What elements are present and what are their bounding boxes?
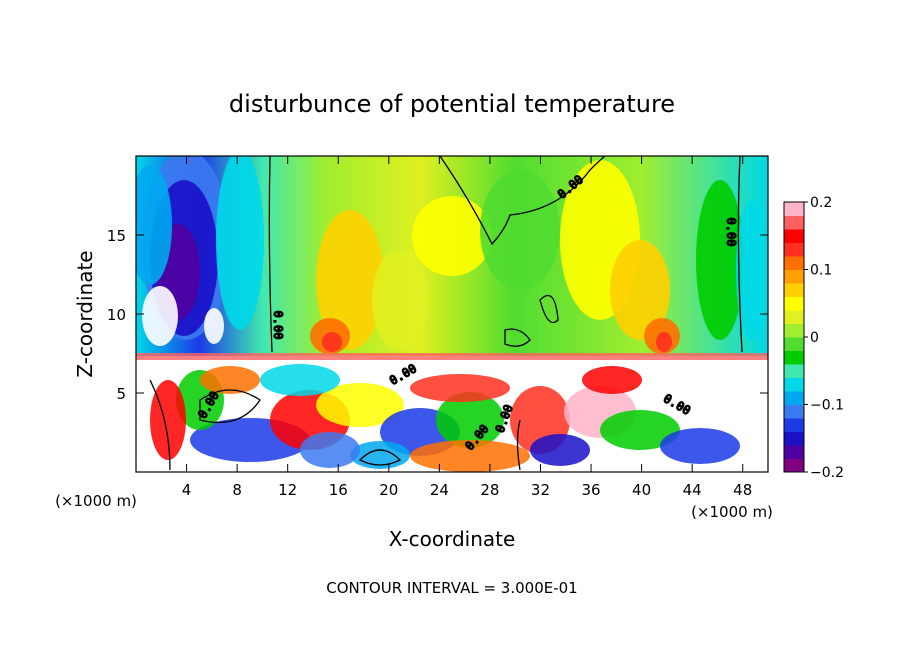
- contour-line: [539, 294, 559, 324]
- x-axis-label: X-coordinate: [389, 527, 516, 551]
- contour-line: [504, 328, 531, 347]
- colorbar-swatch: [784, 445, 804, 459]
- field-blob: [436, 392, 504, 448]
- field-blob: [480, 170, 560, 290]
- colorbar-swatch: [784, 296, 804, 311]
- x-tick-label: 28: [480, 481, 499, 499]
- contour-line: [149, 379, 171, 471]
- x-tick-label: 40: [632, 481, 651, 499]
- y-tick-label: 15: [107, 227, 126, 245]
- field-blob: [610, 240, 670, 340]
- x-tick-label: 16: [329, 481, 348, 499]
- field-blob: [300, 432, 360, 468]
- field-blob: [656, 332, 672, 352]
- colorbar-swatch: [784, 458, 804, 473]
- colorbar-swatch: [784, 377, 804, 392]
- field-blob: [530, 434, 590, 466]
- x-tick-label: 12: [278, 481, 297, 499]
- field-blob: [142, 286, 178, 346]
- colorbar: 0.2 0.1 0 −0.1 −0.2: [783, 195, 844, 481]
- contour-line: [439, 156, 606, 246]
- colorbar-swatch: [784, 391, 804, 405]
- field-blob: [600, 410, 680, 450]
- x-unit-label-right: (×1000 m): [691, 503, 773, 521]
- x-tick-label: 24: [430, 481, 449, 499]
- contour-interval-footer: CONTOUR INTERVAL = 3.000E-01: [326, 579, 577, 597]
- colorbar-swatch: [784, 431, 804, 446]
- y-tick-label: 5: [116, 385, 126, 403]
- x-tick-label: 4: [182, 481, 192, 499]
- field-blob: [200, 366, 260, 394]
- field-blob: [316, 383, 404, 427]
- field-blob: [410, 374, 510, 402]
- field-blob: [204, 308, 224, 344]
- field-blob: [322, 332, 342, 352]
- colorbar-swatch: [784, 229, 804, 243]
- field-blob: [216, 156, 264, 330]
- colorbar-swatch: [784, 323, 804, 338]
- field-blob: [696, 180, 744, 340]
- contour-label: 0.00: [271, 311, 285, 340]
- colorbar-tick-label: −0.2: [810, 465, 844, 481]
- colorbar-swatch: [784, 337, 804, 351]
- contour-line: [199, 389, 261, 424]
- field-blob: [412, 196, 492, 276]
- colorbar-swatch: [784, 242, 804, 257]
- chart-title: disturbunce of potential temperature: [229, 90, 675, 118]
- colorbar-swatch: [784, 404, 804, 419]
- colorbar-swatch: [784, 418, 804, 432]
- field-blob: [582, 366, 642, 394]
- x-tick-label: 8: [232, 481, 242, 499]
- interface-band: [136, 353, 768, 360]
- colorbar-swatch: [784, 269, 804, 284]
- field-blob: [260, 364, 340, 396]
- colorbar-swatch: [784, 310, 804, 324]
- contour-line: [516, 419, 521, 471]
- field-blob: [410, 440, 530, 472]
- plot-area: 0.000.000.000.000.000.00 0.000.00: [136, 156, 768, 472]
- colorbar-tick-label: 0.2: [810, 195, 832, 211]
- x-tick-label: 48: [733, 481, 752, 499]
- x-tick-label: 44: [683, 481, 702, 499]
- y-tick-label: 10: [107, 306, 126, 324]
- x-unit-label-left: (×1000 m): [55, 492, 137, 510]
- colorbar-swatch: [784, 350, 804, 365]
- colorbar-swatch: [784, 283, 804, 297]
- colorbar-swatch: [784, 256, 804, 270]
- colorbar-tick-label: −0.1: [810, 398, 844, 414]
- colorbar-swatch: [784, 215, 804, 230]
- x-tick-label: 32: [531, 481, 550, 499]
- colorbar-tick-label: 0: [810, 330, 819, 346]
- x-tick-label: 20: [379, 481, 398, 499]
- contour-line: [358, 449, 402, 466]
- field-blob: [372, 250, 428, 350]
- contour-label: 0.00: [724, 218, 738, 247]
- field-blob: [136, 165, 172, 285]
- x-tick-label: 36: [581, 481, 600, 499]
- y-axis-label: Z-coordinate: [73, 250, 97, 377]
- field-blob: [316, 210, 384, 350]
- colorbar-tick-label: 0.1: [810, 263, 832, 279]
- colorbar-swatch: [784, 202, 804, 216]
- contour-line: [268, 156, 273, 353]
- colorbar-swatch: [784, 364, 804, 378]
- contour-line: [737, 156, 743, 353]
- field-blob: [690, 374, 750, 426]
- field-blob: [660, 428, 740, 464]
